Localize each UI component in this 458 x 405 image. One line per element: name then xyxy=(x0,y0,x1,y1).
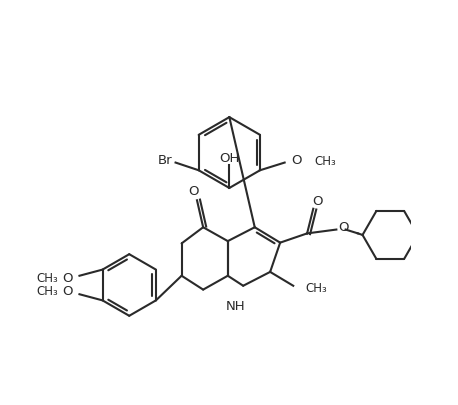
Text: Br: Br xyxy=(158,154,172,167)
Text: OH: OH xyxy=(219,152,240,165)
Text: CH₃: CH₃ xyxy=(36,272,58,285)
Text: O: O xyxy=(62,272,72,285)
Text: CH₃: CH₃ xyxy=(36,286,58,298)
Text: O: O xyxy=(188,185,198,198)
Text: O: O xyxy=(62,286,72,298)
Text: O: O xyxy=(313,194,323,207)
Text: NH: NH xyxy=(226,300,245,313)
Text: O: O xyxy=(338,221,349,234)
Text: CH₃: CH₃ xyxy=(314,155,336,168)
Text: O: O xyxy=(292,154,302,167)
Text: CH₃: CH₃ xyxy=(305,282,327,295)
